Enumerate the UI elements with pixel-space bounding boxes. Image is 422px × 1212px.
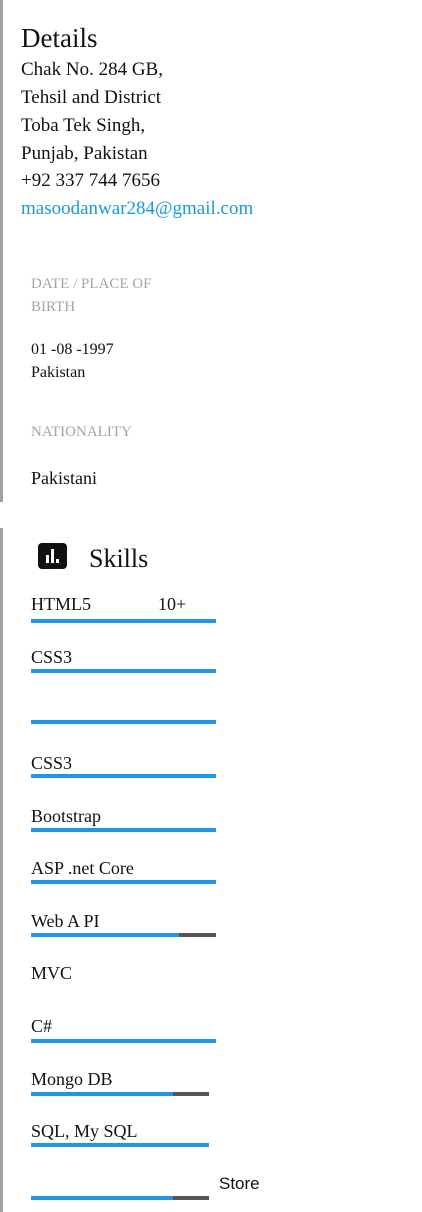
details-title: Details <box>21 23 98 53</box>
skill-label: C# <box>31 1016 53 1036</box>
address-line: Chak No. 284 GB, <box>21 59 163 80</box>
skill-bar <box>31 1039 216 1043</box>
skill-bar <box>31 1092 209 1096</box>
details-divider <box>0 0 3 502</box>
skill-label: Mongo DB <box>31 1069 113 1089</box>
phone-number: +92 337 744 7656 <box>21 170 160 191</box>
skill-bar-fill <box>31 1143 209 1147</box>
skill-bar <box>31 669 216 673</box>
skill-label: CSS3 <box>31 647 73 667</box>
skill-label: Web A PI <box>31 911 100 931</box>
skill-label: ASP .net Core <box>31 858 134 878</box>
skill-bar-fill <box>31 774 216 778</box>
skill-bar-fill <box>31 828 216 832</box>
skills-divider <box>0 528 3 1212</box>
skill-bar-fill <box>31 720 216 724</box>
skill-bar <box>31 774 216 778</box>
skill-level-text: 10+ <box>158 594 187 614</box>
nationality-value: Pakistani <box>31 468 97 488</box>
bar-chart-icon <box>38 543 67 569</box>
nationality-label: NATIONALITY <box>31 424 132 440</box>
skill-label: HTML5 <box>31 594 91 614</box>
skill-bar <box>31 880 216 884</box>
birth-place: Pakistan <box>31 364 86 381</box>
skills-title: Skills <box>89 544 149 573</box>
skill-bar <box>31 828 216 832</box>
skill-label: MVC <box>31 963 73 983</box>
skill-label: SQL, My SQL <box>31 1121 138 1141</box>
skill-bar-fill <box>31 619 216 623</box>
skill-bar <box>31 720 216 724</box>
skill-bar-fill <box>31 1039 216 1043</box>
skill-bar-fill <box>31 880 216 884</box>
address-line: Tehsil and District <box>21 87 162 108</box>
skill-label: Bootstrap <box>31 806 101 826</box>
birth-date: 01 -08 -1997 <box>31 341 114 358</box>
skill-bar-fill <box>31 669 216 673</box>
skill-bar <box>31 1143 209 1147</box>
skill-label: CSS3 <box>31 753 73 773</box>
skill-bar <box>31 933 216 937</box>
birth-label: DATE / PLACE OF BIRTH <box>31 273 151 319</box>
birth-label-line2: BIRTH <box>31 299 76 315</box>
store-text: Store <box>219 1174 260 1193</box>
address-line: Punjab, Pakistan <box>21 143 148 164</box>
skill-bar <box>31 619 216 623</box>
email-link[interactable]: masoodanwar284@gmail.com <box>21 198 254 219</box>
skill-bar-fill <box>31 1196 174 1200</box>
skill-bar-fill <box>31 933 179 937</box>
birth-label-line1: DATE / PLACE OF <box>31 276 152 292</box>
skill-bar-fill <box>31 1092 174 1096</box>
address-line: Toba Tek Singh, <box>21 115 146 136</box>
skill-bar <box>31 1196 209 1200</box>
